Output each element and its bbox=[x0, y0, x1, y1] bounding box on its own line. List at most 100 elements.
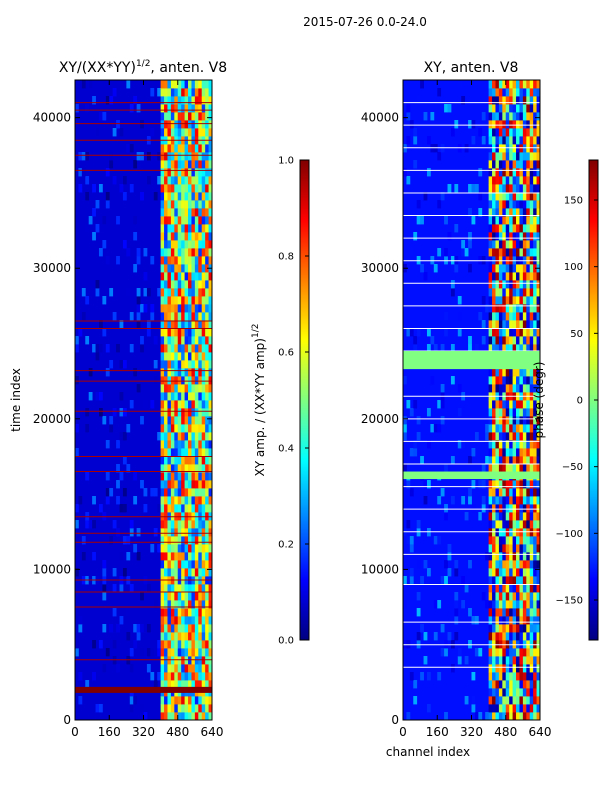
heatmap-cell bbox=[188, 504, 192, 513]
heatmap-cell bbox=[109, 536, 114, 545]
heatmap-cell bbox=[92, 96, 96, 105]
heatmap-cell bbox=[529, 168, 534, 177]
heatmap-cell bbox=[167, 336, 172, 345]
heatmap-cell bbox=[502, 208, 507, 217]
heatmap-cell bbox=[406, 712, 411, 720]
heatmap-cell bbox=[167, 224, 172, 233]
heatmap-cell bbox=[191, 264, 196, 273]
heatmap-cell bbox=[194, 376, 199, 385]
heatmap-cell bbox=[519, 520, 524, 529]
heatmap-cell bbox=[516, 712, 520, 720]
heatmap-cell bbox=[505, 432, 510, 441]
heatmap-cell bbox=[208, 440, 212, 449]
heatmap-cell bbox=[495, 232, 500, 241]
heatmap-cell bbox=[492, 216, 496, 225]
heatmap-cell bbox=[174, 184, 179, 193]
heatmap-cell bbox=[519, 440, 524, 449]
heatmap-cell bbox=[164, 432, 168, 441]
heatmap-cell bbox=[208, 80, 212, 89]
heatmap-cell bbox=[509, 304, 513, 313]
heatmap-cell bbox=[509, 712, 513, 720]
heatmap-cell bbox=[208, 96, 212, 105]
heatmap-cell bbox=[198, 680, 203, 689]
heatmap-cell bbox=[205, 456, 209, 465]
heatmap-cell bbox=[488, 256, 493, 265]
heatmap-cell bbox=[536, 176, 540, 185]
heatmap-cell bbox=[184, 376, 189, 385]
heatmap-cell bbox=[95, 224, 100, 233]
heatmap-cell bbox=[526, 688, 531, 697]
heatmap-cell bbox=[208, 376, 212, 385]
heatmap-cell bbox=[505, 704, 510, 713]
heatmap-cell bbox=[119, 408, 124, 417]
heatmap-cell bbox=[112, 176, 117, 185]
heatmap-cell bbox=[498, 408, 503, 417]
heatmap-cell bbox=[468, 640, 472, 649]
heatmap-cell bbox=[423, 112, 428, 121]
heatmap-cell bbox=[516, 616, 520, 625]
heatmap-cell bbox=[512, 88, 517, 97]
heatmap-cell bbox=[533, 624, 537, 633]
heatmap-cell bbox=[167, 240, 172, 249]
heatmap-cell bbox=[191, 96, 196, 105]
heatmap-cell bbox=[505, 624, 510, 633]
heatmap-cell bbox=[102, 296, 107, 305]
heatmap-cell bbox=[194, 320, 199, 329]
heatmap-cell bbox=[95, 344, 100, 353]
heatmap-cell bbox=[160, 208, 165, 217]
heatmap-cell bbox=[208, 88, 212, 97]
heatmap-cell bbox=[512, 408, 517, 417]
heatmap-cell bbox=[177, 224, 182, 233]
heatmap-cell bbox=[174, 320, 179, 329]
heatmap-cell bbox=[184, 168, 189, 177]
heatmap-cell bbox=[536, 624, 540, 633]
heatmap-cell bbox=[208, 496, 212, 505]
heatmap-cell bbox=[444, 504, 448, 513]
heatmap-cell bbox=[208, 272, 212, 281]
heatmap-cell bbox=[526, 696, 531, 705]
heatmap-cell bbox=[488, 160, 493, 169]
heatmap-cell bbox=[509, 280, 513, 289]
heatmap-cell bbox=[133, 640, 138, 649]
heatmap-cell bbox=[512, 656, 517, 665]
heatmap-cell bbox=[129, 696, 134, 705]
heatmap-cell bbox=[201, 192, 206, 201]
heatmap-cell bbox=[488, 304, 493, 313]
heatmap-cell bbox=[529, 520, 534, 529]
heatmap-cell bbox=[177, 240, 182, 249]
heatmap-cell bbox=[457, 408, 462, 417]
heatmap-cell bbox=[505, 152, 510, 161]
heatmap-cell bbox=[492, 584, 496, 593]
heatmap-cell bbox=[174, 112, 179, 121]
heatmap-cell bbox=[516, 376, 520, 385]
heatmap-cell bbox=[177, 392, 182, 401]
heatmap-cell bbox=[136, 384, 141, 393]
heatmap-cell bbox=[536, 608, 540, 617]
heatmap-cell bbox=[512, 584, 517, 593]
heatmap-cell bbox=[194, 176, 199, 185]
heatmap-cell bbox=[512, 424, 517, 433]
heatmap-cell bbox=[495, 544, 500, 553]
heatmap-cell bbox=[177, 120, 182, 129]
heatmap-cell bbox=[170, 488, 175, 497]
heatmap-cell bbox=[167, 368, 172, 377]
heatmap-cell bbox=[181, 424, 185, 433]
y-tick-label: 10000 bbox=[361, 562, 399, 576]
heatmap-cell bbox=[184, 424, 189, 433]
heatmap-cell bbox=[498, 480, 503, 489]
heatmap-cell bbox=[201, 712, 206, 720]
heatmap-cell bbox=[498, 216, 503, 225]
heatmap-cell bbox=[505, 424, 510, 433]
heatmap-cell bbox=[201, 600, 206, 609]
heatmap-cell bbox=[136, 632, 141, 641]
heatmap-cell bbox=[85, 520, 90, 529]
heatmap-cell bbox=[174, 224, 179, 233]
heatmap-cell bbox=[181, 248, 185, 257]
heatmap-cell bbox=[85, 680, 90, 689]
heatmap-cell bbox=[526, 272, 531, 281]
heatmap-cell bbox=[505, 136, 510, 145]
heatmap-cell bbox=[471, 616, 476, 625]
heatmap-cell bbox=[170, 80, 175, 89]
